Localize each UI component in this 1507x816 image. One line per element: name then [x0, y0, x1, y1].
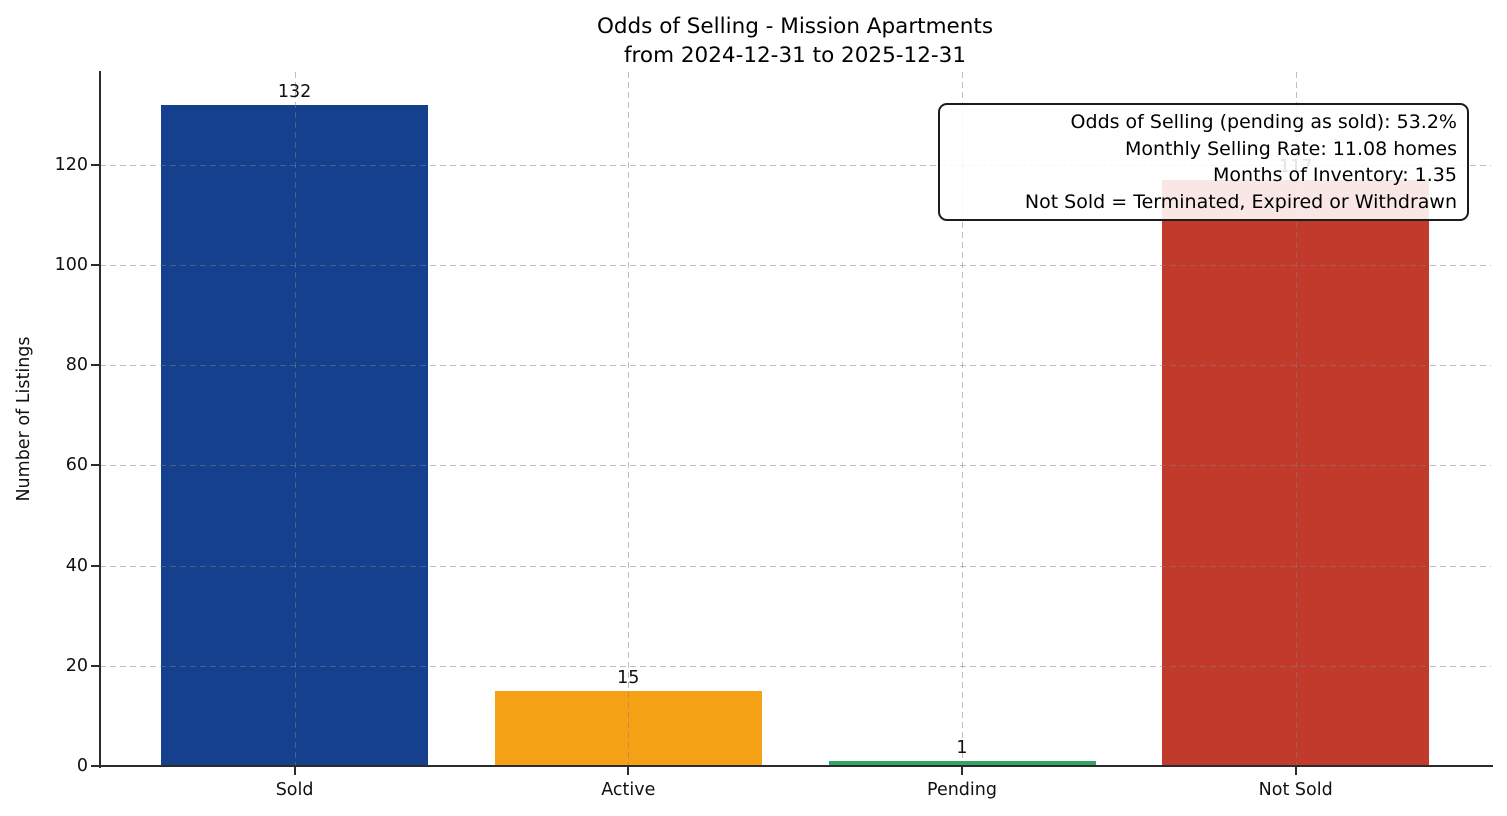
x-tick-label-pending: Pending	[927, 780, 997, 800]
y-tick-mark-80	[91, 364, 99, 367]
y-tick-mark-0	[91, 765, 99, 767]
x-tick-mark-not-sold	[1294, 767, 1297, 775]
annotation-monthly-selling-rate: Monthly Selling Rate: 11.08 homes	[1124, 137, 1457, 160]
bar-value-label-sold: 132	[277, 81, 312, 102]
y-tick-label-120: 120	[54, 154, 88, 175]
y-axis-label: Number of Listings	[14, 336, 34, 502]
x-axis-spine	[98, 765, 1493, 768]
y-tick-mark-120	[91, 163, 99, 166]
horizontal-gridline-60	[100, 465, 1491, 467]
x-tick-label-active: Active	[601, 780, 656, 800]
y-tick-label-0: 0	[76, 756, 88, 776]
stats-annotation-box: Odds of Selling (pending as sold): 53.2%…	[938, 103, 1469, 221]
y-tick-label-60: 60	[65, 455, 88, 476]
x-tick-mark-active	[627, 767, 630, 775]
y-tick-mark-40	[91, 564, 99, 567]
x-tick-mark-sold	[293, 767, 296, 775]
x-tick-mark-pending	[961, 767, 963, 775]
y-tick-label-80: 80	[65, 355, 88, 376]
chart-title: Odds of Selling - Mission Apartments	[596, 14, 994, 39]
vertical-gridline-active	[628, 71, 630, 766]
vertical-gridline-pending	[962, 71, 963, 766]
y-tick-mark-20	[91, 664, 99, 667]
chart-subtitle: from 2024-12-31 to 2025-12-31	[623, 43, 967, 68]
y-tick-label-40: 40	[65, 555, 88, 576]
y-tick-label-100: 100	[54, 254, 88, 275]
x-tick-label-not-sold: Not Sold	[1258, 780, 1333, 800]
bar-value-label-active: 15	[617, 667, 640, 688]
y-tick-mark-60	[91, 464, 99, 467]
annotation-odds-of-selling: Odds of Selling (pending as sold): 53.2%	[1070, 111, 1457, 133]
horizontal-gridline-100	[100, 264, 1491, 266]
bar-value-label-pending: 1	[956, 737, 968, 758]
y-axis-spine	[99, 70, 101, 768]
vertical-gridline-not-sold	[1295, 71, 1297, 766]
annotation-months-of-inventory: Months of Inventory: 1.35	[1213, 164, 1457, 186]
y-tick-mark-100	[91, 263, 99, 266]
horizontal-gridline-20	[100, 665, 1491, 667]
x-tick-label-sold: Sold	[275, 780, 314, 800]
vertical-gridline-sold	[294, 71, 296, 766]
horizontal-gridline-120	[100, 164, 1491, 166]
annotation-not-sold-definition: Not Sold = Terminated, Expired or Withdr…	[1024, 190, 1457, 213]
horizontal-gridline-80	[100, 365, 1491, 367]
y-tick-label-20: 20	[65, 655, 88, 676]
horizontal-gridline-40	[100, 565, 1491, 567]
